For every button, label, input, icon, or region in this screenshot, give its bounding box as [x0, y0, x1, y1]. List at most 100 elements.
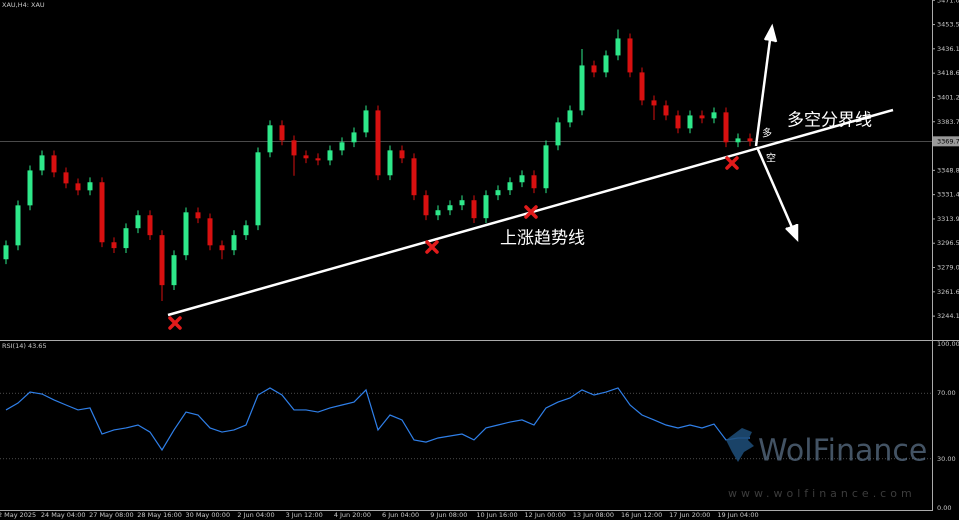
watermark-logo — [726, 428, 754, 462]
candle-body — [303, 155, 309, 159]
y-tick-label: 3418.65 — [937, 69, 959, 77]
candle-body — [51, 155, 57, 173]
divider-label: 多空分界线 — [787, 111, 872, 131]
current-price-label: 3369.70 — [937, 137, 959, 145]
candle-body — [363, 110, 369, 133]
candle-body — [123, 228, 129, 249]
candle-body — [711, 112, 717, 119]
candle-body — [567, 110, 573, 123]
candle-body — [663, 105, 669, 116]
candle-body — [411, 158, 417, 196]
candle-body — [207, 218, 213, 246]
x-tick-label: 22 May 2025 — [0, 511, 36, 519]
x-tick-label: 27 May 08:00 — [89, 511, 134, 519]
x-tick-label: 19 Jun 04:00 — [717, 511, 758, 519]
watermark-url: www.wolfinance.com — [728, 487, 916, 500]
y-tick-label: 3348.85 — [937, 166, 959, 174]
watermark-brand: WolFinance — [758, 434, 927, 469]
x-tick-label: 16 Jun 12:00 — [621, 511, 662, 519]
trend-label: 上涨趋势线 — [500, 229, 585, 249]
candle-body — [267, 125, 273, 153]
y-tick-label: 3261.60 — [937, 288, 959, 296]
candle-body — [87, 182, 93, 191]
candle-body — [15, 205, 21, 246]
y-tick-label: 3383.75 — [937, 118, 959, 126]
x-tick-label: 30 May 00:00 — [186, 511, 231, 519]
candle-body — [27, 170, 33, 206]
bull-label: 多 — [762, 127, 772, 140]
candle-body — [675, 115, 681, 129]
candle-body — [63, 172, 69, 184]
rsi-label: RSI(14) 43.65 — [2, 342, 47, 350]
touch-markers — [168, 156, 739, 330]
candle-body — [279, 125, 285, 141]
candle-body — [135, 215, 141, 229]
candle-body — [747, 138, 753, 142]
candle-body — [231, 235, 237, 251]
candle-body — [555, 122, 561, 146]
candle-body — [639, 72, 645, 101]
candle-body — [471, 200, 477, 219]
candle-body — [147, 215, 153, 236]
x-tick-label: 12 Jun 00:00 — [525, 511, 566, 519]
candle-body — [423, 195, 429, 216]
candle-body — [111, 242, 117, 249]
x-tick-label: 9 Jun 08:00 — [430, 511, 467, 519]
bear-label: 空 — [766, 152, 776, 165]
x-tick-label: 13 Jun 08:00 — [573, 511, 614, 519]
y-tick-label: 3331.40 — [937, 191, 959, 199]
candle-body — [735, 138, 741, 143]
rsi-tick-label: 70.00 — [937, 389, 956, 397]
candle-body — [699, 115, 705, 119]
candle-body — [519, 175, 525, 183]
candle-body — [627, 38, 633, 73]
y-tick-label: 3279.05 — [937, 264, 959, 272]
x-tick-label: 3 Jun 12:00 — [286, 511, 323, 519]
rsi-line — [5, 387, 750, 452]
y-tick-label: 3453.55 — [937, 21, 959, 29]
candle-body — [651, 100, 657, 106]
candle-body — [171, 255, 177, 286]
direction-arrows — [754, 23, 799, 243]
rsi-tick-label: 30.00 — [937, 455, 956, 463]
candle-body — [387, 150, 393, 176]
candle-body — [255, 152, 261, 226]
candle-body — [507, 182, 513, 191]
y-tick-label: 3244.15 — [937, 312, 959, 320]
candle-body — [351, 132, 357, 143]
candle-body — [615, 38, 621, 56]
candle-body — [159, 235, 165, 286]
symbol-label: XAU,H4: XAU — [2, 1, 45, 9]
candle-body — [483, 195, 489, 219]
candle-body — [399, 150, 405, 159]
y-tick-label: 3401.20 — [937, 93, 959, 101]
candle-body — [531, 175, 537, 189]
current-price-box — [933, 136, 959, 147]
candle-body — [375, 110, 381, 176]
candle-body — [315, 158, 321, 161]
candle-body — [435, 210, 441, 216]
candle-body — [495, 190, 501, 196]
x-tick-label: 6 Jun 04:00 — [382, 511, 419, 519]
candle-body — [243, 225, 249, 236]
rsi-tick-label: 0.00 — [937, 504, 951, 512]
candle-body — [183, 212, 189, 256]
candle-body — [603, 55, 609, 73]
candle-body — [579, 65, 585, 111]
y-tick-label: 3296.50 — [937, 239, 959, 247]
x-tick-label: 2 Jun 04:00 — [237, 511, 274, 519]
candle-body — [75, 183, 81, 191]
candle-body — [447, 205, 453, 211]
candle-body — [219, 245, 225, 251]
candle-body — [339, 142, 345, 151]
candle-body — [291, 140, 297, 156]
x-tick-label: 10 Jun 16:00 — [476, 511, 517, 519]
candle-body — [723, 112, 729, 143]
candle-body — [3, 245, 9, 260]
y-tick-label: 3471.00 — [937, 0, 959, 4]
y-tick-label: 3313.95 — [937, 215, 959, 223]
x-tick-label: 4 Jun 20:00 — [334, 511, 371, 519]
candle-body — [99, 182, 105, 243]
candle-body — [327, 150, 333, 161]
